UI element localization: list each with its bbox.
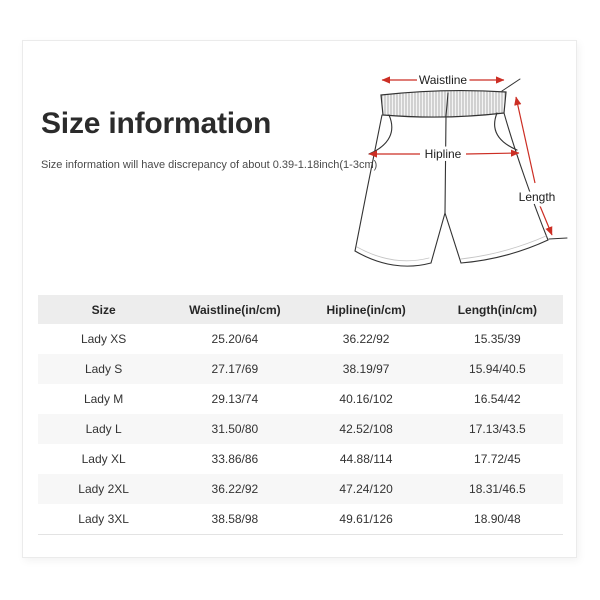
table-row: Lady M 29.13/74 40.16/102 16.54/42	[38, 384, 563, 414]
left-hem-inner-line	[356, 246, 430, 262]
inner-leg-seams	[430, 212, 462, 264]
right-pocket	[494, 112, 518, 151]
shorts-measurement-diagram: Waistline Hipline Length	[354, 70, 568, 267]
waistband	[380, 89, 507, 118]
cell-length: 17.72/45	[474, 452, 521, 466]
cell-length: 18.90/48	[474, 512, 521, 526]
table-row: Lady XS 25.20/64 36.22/92 15.35/39	[38, 324, 563, 354]
header-size: Size	[91, 302, 116, 317]
right-outer-seam	[503, 112, 549, 241]
table-row: Lady S 27.17/69 38.19/97 15.94/40.5	[38, 354, 563, 384]
cell-hipline: 49.61/126	[339, 512, 393, 526]
hipline-arrow-right	[465, 149, 520, 157]
cell-length: 15.94/40.5	[469, 362, 526, 376]
right-hem-inner-line	[460, 235, 547, 260]
length-label: Length	[519, 190, 556, 204]
cell-length: 15.35/39	[474, 332, 521, 346]
cell-hipline: 36.22/92	[342, 332, 390, 346]
cell-size: Lady XS	[80, 332, 127, 346]
size-info-note: Size information will have discrepancy o…	[41, 159, 378, 171]
cell-waistline: 29.13/74	[211, 392, 259, 406]
cell-hipline: 40.16/102	[339, 392, 393, 406]
left-outer-seam	[354, 114, 383, 252]
cell-hipline: 42.52/108	[339, 422, 393, 436]
cell-hipline: 47.24/120	[339, 482, 393, 496]
length-top-tick	[501, 78, 521, 92]
dimension-arrows	[368, 76, 553, 236]
table-row: Lady 2XL 36.22/92 47.24/120 18.31/46.5	[38, 474, 563, 504]
length-bottom-tick	[548, 237, 568, 240]
cell-size: Lady M	[83, 392, 124, 406]
length-arrow-up	[514, 96, 536, 184]
cell-size: Lady L	[85, 422, 122, 436]
cell-length: 17.13/43.5	[469, 422, 526, 436]
cell-length: 16.54/42	[474, 392, 521, 406]
cell-waistline: 36.22/92	[211, 482, 259, 496]
size-table-body: Lady XS 25.20/64 36.22/92 15.35/39 Lady …	[38, 324, 563, 534]
table-row: Lady 3XL 38.58/98 49.61/126 18.90/48	[38, 504, 563, 534]
cell-hipline: 44.88/114	[339, 452, 393, 466]
cell-waistline: 31.50/80	[211, 422, 259, 436]
table-row: Lady XL 33.86/86 44.88/114 17.72/45	[38, 444, 563, 474]
size-table: Size Waistline(in/cm) Hipline(in/cm) Len…	[38, 295, 563, 535]
size-table-header: Size Waistline(in/cm) Hipline(in/cm) Len…	[38, 295, 563, 324]
right-hem	[460, 239, 549, 264]
cell-waistline: 27.17/69	[211, 362, 259, 376]
hipline-label: Hipline	[425, 147, 462, 161]
cell-hipline: 38.19/97	[342, 362, 390, 376]
header-waistline: Waistline(in/cm)	[189, 302, 281, 317]
cell-size: Lady 3XL	[78, 512, 129, 526]
left-hem	[354, 250, 432, 267]
header-hipline: Hipline(in/cm)	[326, 302, 406, 317]
size-info-panel: Size information Size information will h…	[22, 40, 577, 558]
cell-size: Lady XL	[81, 452, 126, 466]
waistline-label: Waistline	[419, 73, 468, 87]
cell-waistline: 25.20/64	[211, 332, 259, 346]
table-row: Lady L 31.50/80 42.52/108 17.13/43.5	[38, 414, 563, 444]
center-seam	[444, 92, 449, 214]
cell-size: Lady S	[84, 362, 123, 376]
size-info-title: Size information	[41, 107, 272, 140]
cell-size: Lady 2XL	[78, 482, 129, 496]
cell-length: 18.31/46.5	[469, 482, 526, 496]
cell-waistline: 33.86/86	[211, 452, 259, 466]
header-length: Length(in/cm)	[457, 302, 538, 317]
cell-waistline: 38.58/98	[211, 512, 259, 526]
length-arrow-down	[539, 205, 553, 236]
shorts-outline	[354, 78, 568, 267]
